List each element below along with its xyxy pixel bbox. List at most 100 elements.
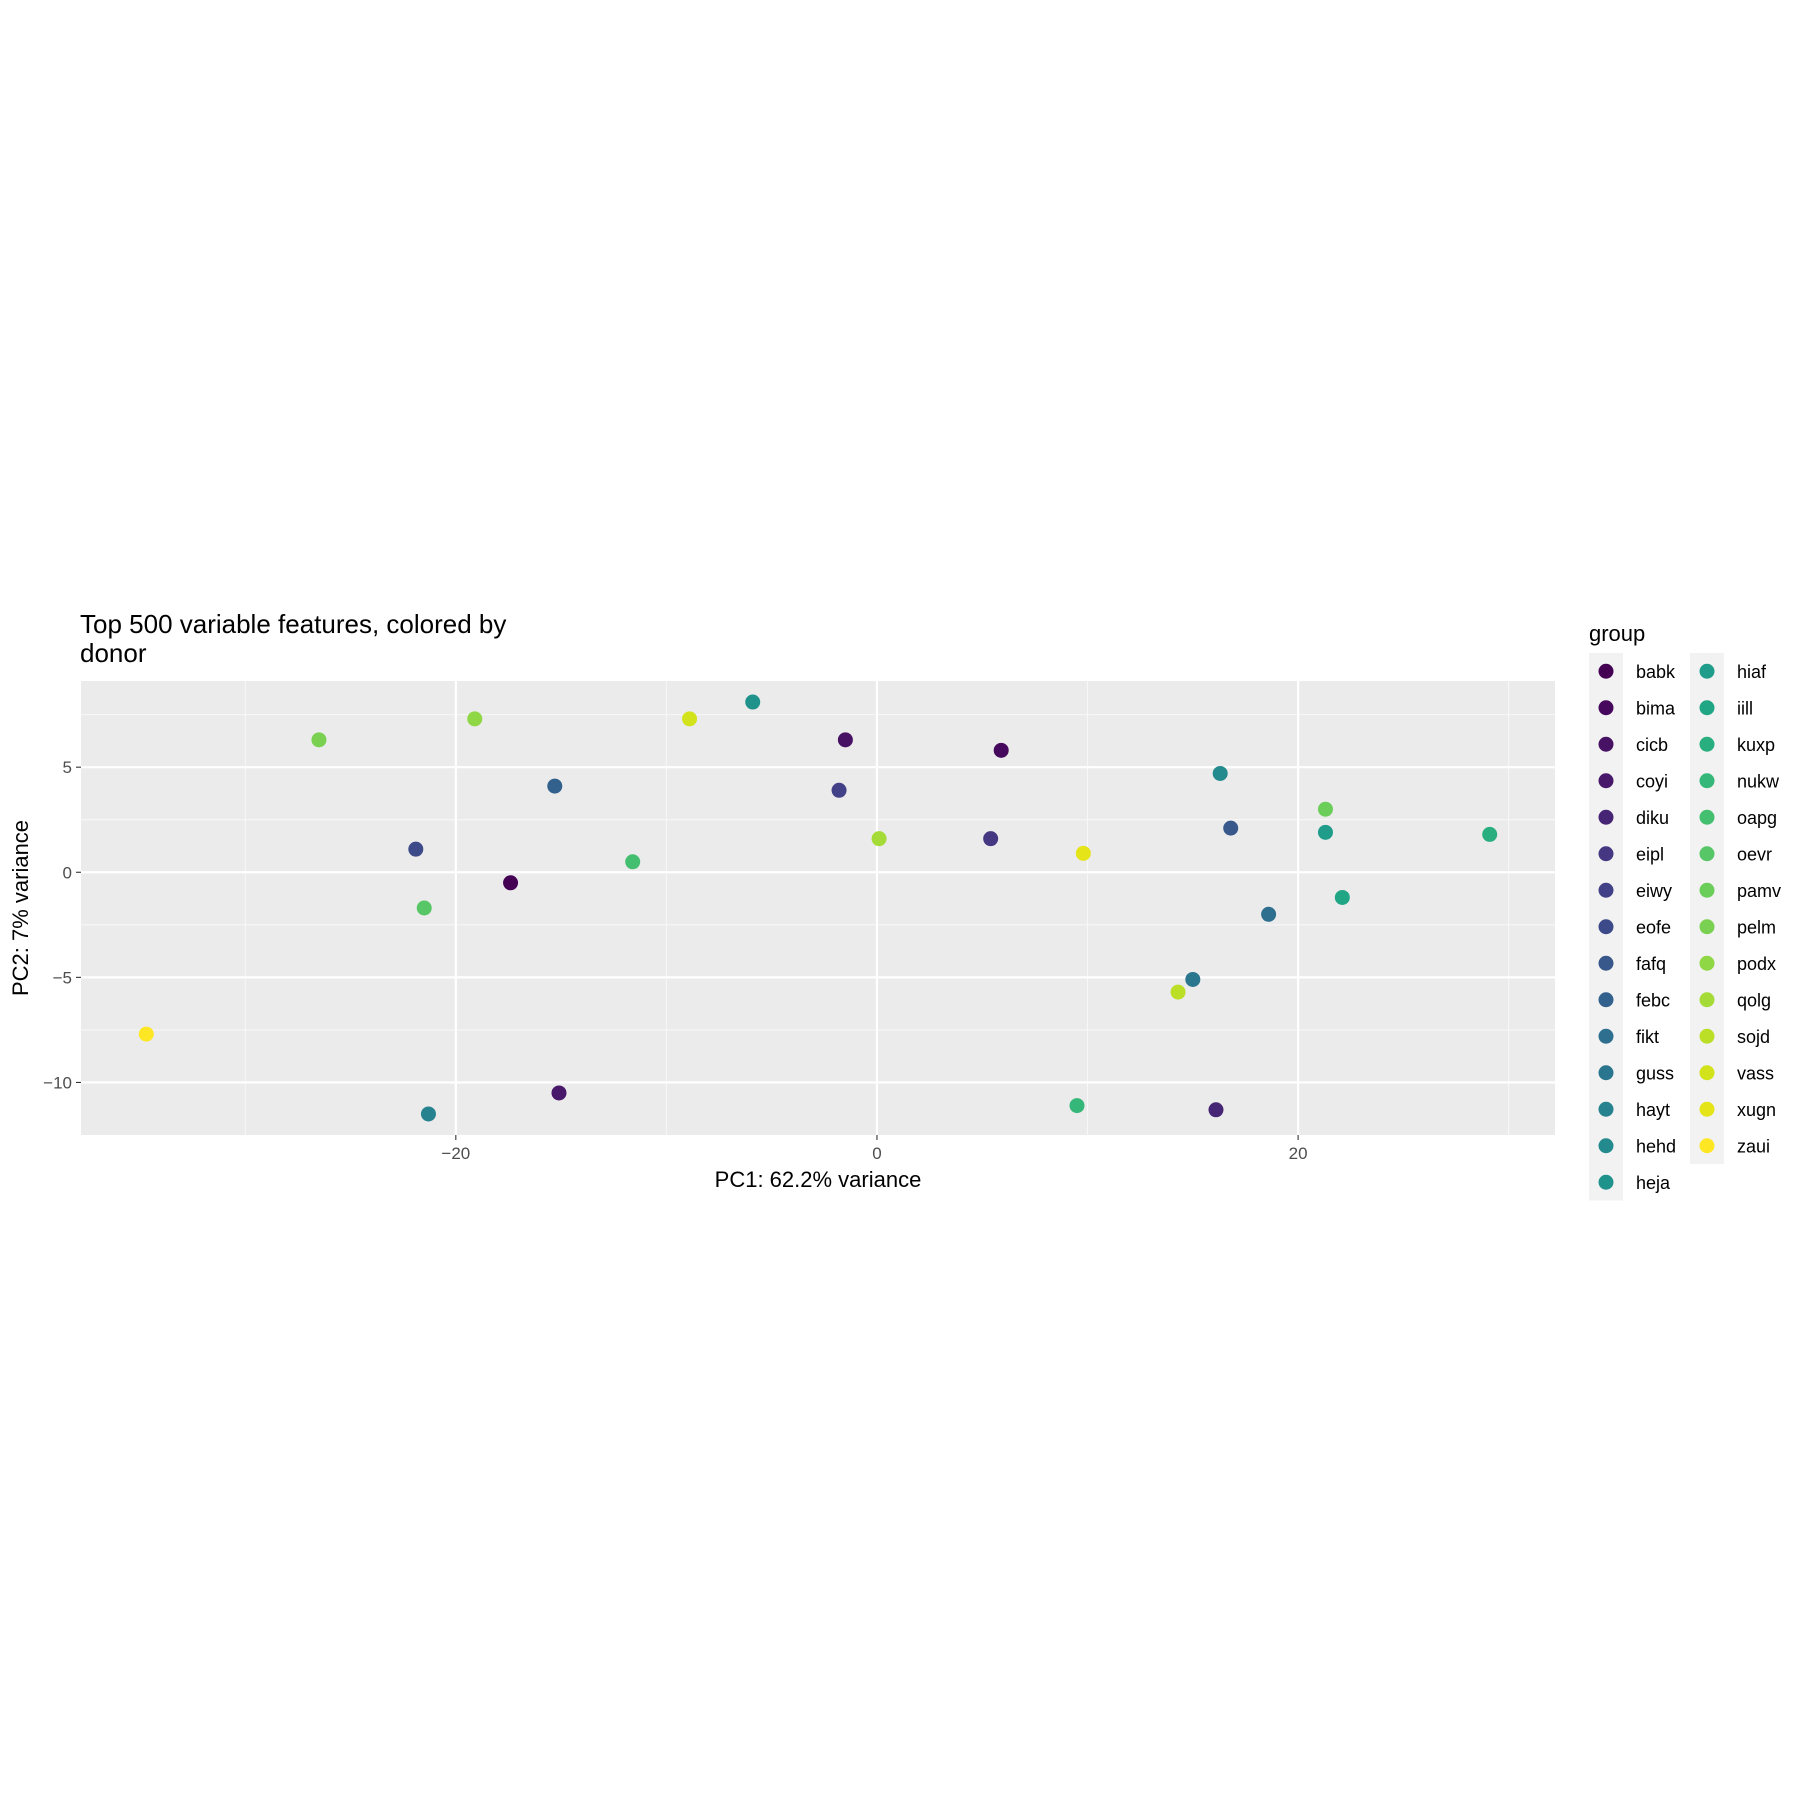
legend-label-cicb: cicb [1636,735,1668,755]
point-heja-0 [745,694,761,710]
y-axis-title: PC2: 7% variance [8,820,33,996]
legend-label-bima: bima [1636,698,1676,718]
point-sojd-0 [1170,984,1186,1000]
legend-key-pamv [1699,882,1715,898]
point-guss-0 [1185,971,1201,987]
data-points [138,694,1498,1122]
point-eofe-0 [408,841,424,857]
legend-label-vass: vass [1737,1063,1774,1083]
legend-label-xugn: xugn [1737,1100,1776,1120]
legend-key-pelm [1699,919,1715,935]
point-eiwy-0 [831,782,847,798]
legend-label-fafq: fafq [1636,954,1666,974]
legend-label-hiaf: hiaf [1737,662,1767,682]
point-pamv-0 [1317,801,1333,817]
legend-key-cicb [1598,736,1614,752]
legend-label-pamv: pamv [1737,881,1781,901]
y-tick-label-3: 5 [63,758,72,777]
chart-title-line-2: donor [80,638,147,668]
legend-key-sojd [1699,1028,1715,1044]
point-zaui-0 [138,1026,154,1042]
x-axis-ticks: −20 0 20 [441,1135,1308,1163]
legend-key-qolg [1699,992,1715,1008]
legend: babk bima cicb coyi diku eipl eiwy eofe fafq febc… [1589,653,1781,1201]
x-tick-label-2: 20 [1289,1144,1308,1163]
legend-key-iill [1699,700,1715,716]
legend-key-background-1 [1690,653,1724,1164]
legend-key-fikt [1598,1028,1614,1044]
x-tick-label-1: 0 [872,1144,881,1163]
legend-label-hehd: hehd [1636,1136,1676,1156]
y-axis-ticks: −10 −5 0 5 [43,758,81,1092]
legend-key-hehd [1598,1138,1614,1154]
point-fafq-0 [1223,820,1239,836]
legend-key-guss [1598,1065,1614,1081]
legend-label-zaui: zaui [1737,1136,1770,1156]
point-iill-0 [1334,889,1350,905]
legend-key-zaui [1699,1138,1715,1154]
legend-key-heja [1598,1174,1614,1190]
legend-key-fafq [1598,955,1614,971]
legend-label-eiwy: eiwy [1636,881,1672,901]
point-hiaf-0 [1317,824,1333,840]
grid-major [81,681,1555,1135]
point-oapg-0 [625,854,641,870]
legend-key-kuxp [1699,736,1715,752]
y-tick-label-2: 0 [63,863,72,882]
legend-key-babk [1598,663,1614,679]
legend-label-oevr: oevr [1737,844,1772,864]
legend-label-oapg: oapg [1737,808,1777,828]
legend-label-eipl: eipl [1636,844,1664,864]
legend-key-podx [1699,955,1715,971]
point-oevr-0 [416,900,432,916]
legend-label-podx: podx [1737,954,1776,974]
point-podx-0 [467,711,483,727]
y-tick-label-1: −5 [53,968,72,987]
legend-key-oevr [1699,846,1715,862]
point-xugn-0 [1075,845,1091,861]
point-cicb-0 [837,732,853,748]
legend-key-eipl [1598,846,1614,862]
legend-label-febc: febc [1636,990,1670,1010]
y-tick-label-0: −10 [43,1073,72,1092]
legend-label-pelm: pelm [1737,917,1776,937]
point-coyi-0 [551,1085,567,1101]
legend-key-eofe [1598,919,1614,935]
legend-key-bima [1598,700,1614,716]
legend-key-oapg [1699,809,1715,825]
point-fikt-0 [1261,906,1277,922]
legend-label-qolg: qolg [1737,990,1771,1010]
x-tick-label-0: −20 [441,1144,470,1163]
point-febc-0 [547,778,563,794]
legend-key-eiwy [1598,882,1614,898]
point-babk-0 [503,875,519,891]
legend-label-kuxp: kuxp [1737,735,1775,755]
point-hehd-0 [1212,765,1228,781]
legend-label-iill: iill [1737,698,1753,718]
legend-label-nukw: nukw [1737,771,1780,791]
point-kuxp-0 [1482,826,1498,842]
legend-key-xugn [1699,1101,1715,1117]
legend-title: group [1589,621,1645,646]
legend-label-diku: diku [1636,808,1669,828]
legend-label-babk: babk [1636,662,1676,682]
point-vass-0 [682,711,698,727]
point-pelm-0 [311,732,327,748]
legend-key-vass [1699,1065,1715,1081]
point-bima-0 [993,742,1009,758]
legend-key-diku [1598,809,1614,825]
point-hayt-0 [420,1106,436,1122]
legend-key-hiaf [1699,663,1715,679]
legend-key-hayt [1598,1101,1614,1117]
legend-key-febc [1598,992,1614,1008]
legend-label-guss: guss [1636,1063,1674,1083]
point-qolg-0 [871,831,887,847]
point-nukw-0 [1069,1098,1085,1114]
legend-label-hayt: hayt [1636,1100,1670,1120]
chart-title-line-1: Top 500 variable features, colored by [80,609,506,639]
legend-label-eofe: eofe [1636,917,1671,937]
legend-label-fikt: fikt [1636,1027,1659,1047]
legend-label-sojd: sojd [1737,1027,1770,1047]
legend-label-coyi: coyi [1636,771,1668,791]
point-eipl-0 [983,831,999,847]
